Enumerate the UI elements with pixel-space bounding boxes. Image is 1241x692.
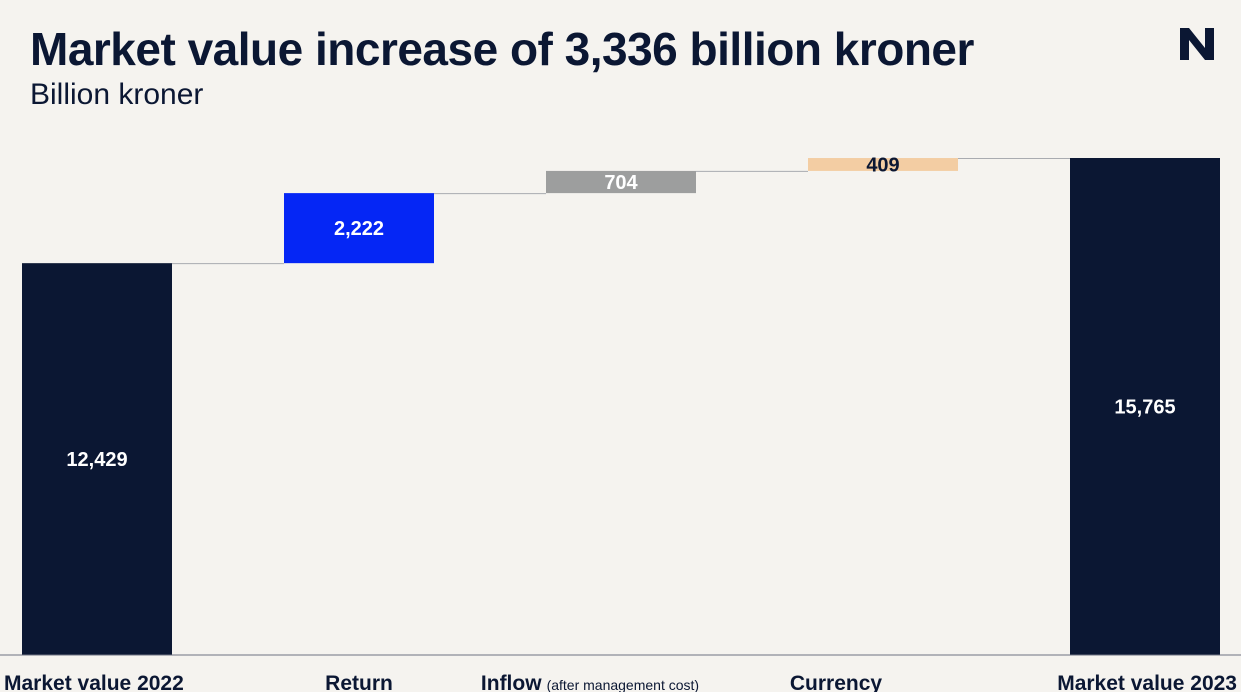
bar-market-value-2023 bbox=[1070, 158, 1220, 655]
value-label: 12,429 bbox=[66, 449, 127, 471]
value-label: 704 bbox=[604, 172, 638, 194]
chart-title: Market value increase of 3,336 billion k… bbox=[30, 23, 974, 75]
connector-lines bbox=[172, 158, 1070, 265]
nbim-n-logo-icon bbox=[1180, 28, 1214, 60]
category-label: Currency bbox=[790, 672, 883, 692]
bars bbox=[22, 158, 1220, 655]
category-label: Return bbox=[325, 672, 393, 692]
chart-subtitle: Billion kroner bbox=[30, 78, 204, 111]
bar-currency bbox=[808, 158, 958, 171]
value-labels: 12,429 2,222 704 409 15,765 bbox=[66, 154, 1175, 471]
bar-market-value-2022 bbox=[22, 263, 172, 655]
value-label: 409 bbox=[866, 154, 899, 176]
bar-inflow bbox=[546, 170, 696, 194]
bar-return bbox=[284, 193, 434, 264]
category-note: (after management cost) bbox=[547, 677, 700, 692]
category-label: Market value 2022 bbox=[4, 672, 184, 692]
category-labels: Market value 2022 Return Inflow (after mana… bbox=[4, 672, 1237, 692]
value-label: 15,765 bbox=[1114, 397, 1175, 419]
category-label: Market value 2023 bbox=[1057, 672, 1237, 692]
category-label: Inflow (after management cost) bbox=[481, 672, 699, 692]
value-label: 2,222 bbox=[334, 218, 384, 240]
